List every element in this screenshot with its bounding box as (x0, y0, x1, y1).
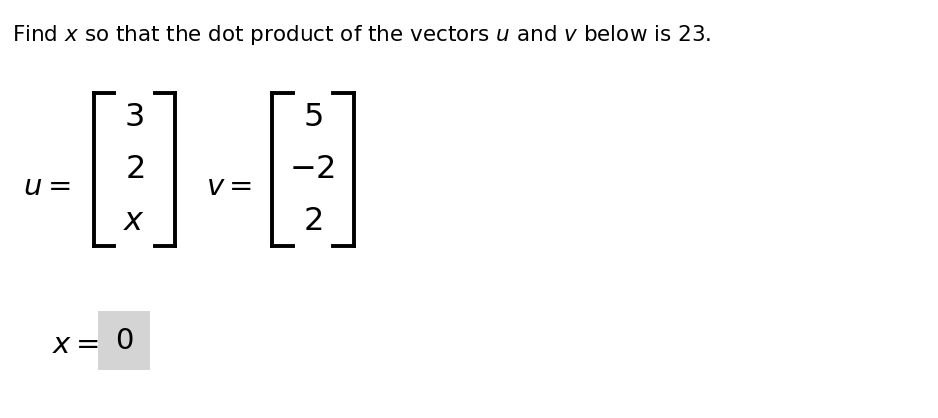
Text: $-2$: $-2$ (289, 154, 336, 185)
Text: $u=$: $u=$ (23, 171, 71, 201)
Text: $2$: $2$ (125, 154, 144, 185)
Text: $3$: $3$ (124, 102, 144, 133)
Text: $5$: $5$ (303, 102, 322, 133)
Text: $2$: $2$ (303, 206, 322, 237)
Text: $0$: $0$ (115, 326, 133, 355)
Text: $v=$: $v=$ (206, 171, 252, 201)
Text: $x$: $x$ (123, 206, 145, 237)
Text: Find $x$ so that the dot product of the vectors $u$ and $v$ below is 23.: Find $x$ so that the dot product of the … (12, 23, 712, 47)
Text: $x=$: $x=$ (52, 330, 98, 359)
